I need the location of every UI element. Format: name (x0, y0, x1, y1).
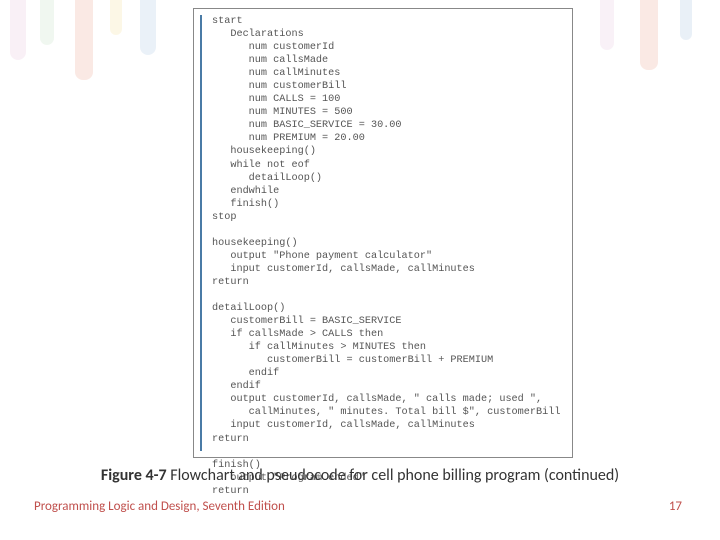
footer-book-title: Programming Logic and Design, Seventh Ed… (34, 499, 285, 514)
paint-drip (140, 0, 156, 55)
figure-caption: Figure 4-7 Flowchart and pseudocode for … (0, 466, 720, 485)
code-left-bar (200, 15, 202, 451)
paint-drip (600, 0, 614, 50)
figure-caption-text: Flowchart and pseudocode for cell phone … (167, 466, 620, 485)
paint-drip (640, 0, 658, 70)
paint-drip (75, 0, 93, 80)
paint-drip (40, 0, 54, 45)
figure-label: Figure 4-7 (101, 466, 167, 485)
pseudocode-content: start Declarations num customerId num ca… (212, 15, 568, 498)
footer-page-number: 17 (669, 499, 682, 514)
paint-drip (10, 0, 26, 60)
paint-drip (680, 0, 692, 40)
paint-drip (110, 0, 122, 35)
pseudocode-box: start Declarations num customerId num ca… (193, 8, 573, 458)
